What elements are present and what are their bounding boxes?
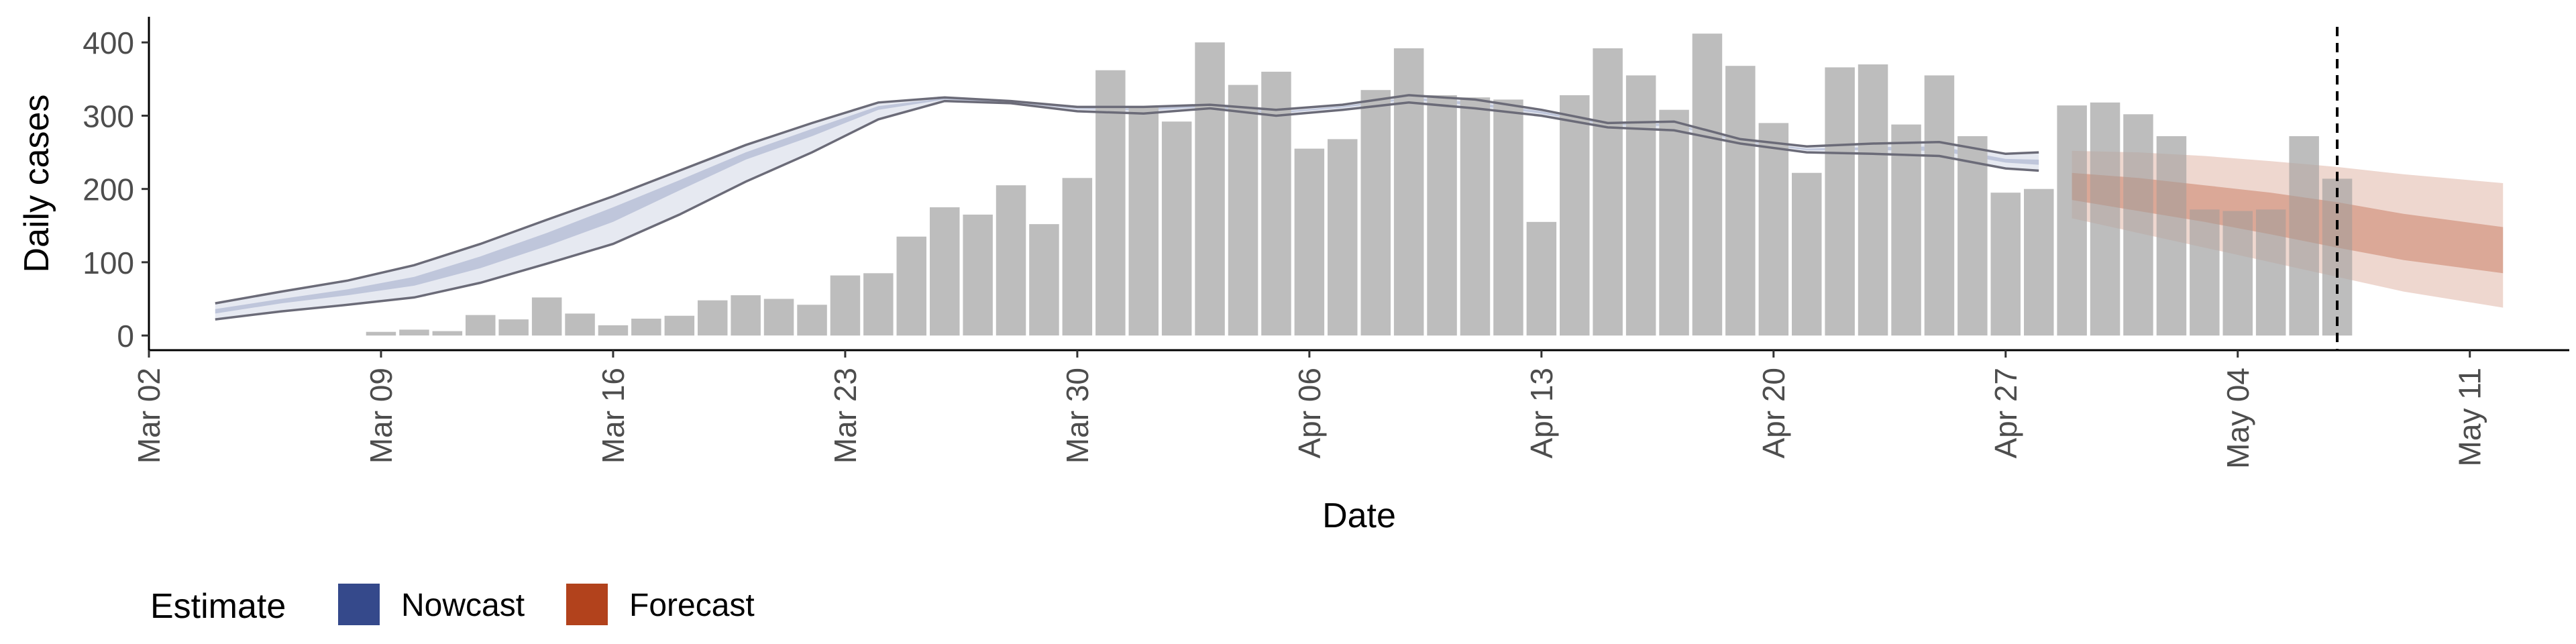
y-axis-ticks: 0 100 200 300 400 <box>83 25 149 354</box>
y-tick-label: 200 <box>83 172 134 207</box>
legend-title: Estimate <box>150 587 286 626</box>
bar-2020-04-11 <box>1460 97 1491 336</box>
y-tick-label: 100 <box>83 246 134 280</box>
bar-2020-04-16 <box>1625 75 1656 336</box>
x-tick-label: Mar 23 <box>828 368 863 464</box>
bar-2020-04-26 <box>1957 136 1988 336</box>
bar-2020-03-25 <box>896 236 926 336</box>
forecast-band-90-overlay <box>2072 150 2504 308</box>
bar-2020-04-28 <box>2024 189 2054 336</box>
bar-2020-03-21 <box>763 299 794 336</box>
nowcast-upper-line <box>215 94 2039 305</box>
bar-2020-04-22 <box>1825 67 1855 336</box>
bar-2020-03-10 <box>399 329 429 336</box>
legend-swatch-forecast <box>566 584 608 625</box>
bar-2020-03-31 <box>1095 70 1126 336</box>
bar-2020-03-24 <box>863 273 894 336</box>
legend-swatch-nowcast <box>338 584 380 625</box>
bar-2020-04-02 <box>1161 121 1192 336</box>
x-tick-label: Mar 30 <box>1060 368 1095 464</box>
bar-2020-04-20 <box>1758 123 1789 336</box>
bar-2020-03-20 <box>731 295 761 336</box>
bar-2020-03-18 <box>664 315 695 336</box>
bar-2020-04-14 <box>1560 95 1590 336</box>
x-tick-label: Mar 02 <box>131 368 166 464</box>
bar-2020-04-07 <box>1328 139 1358 336</box>
x-tick-label: Apr 13 <box>1524 368 1559 459</box>
bar-2020-05-01 <box>2123 114 2153 336</box>
nowcast-band-90 <box>215 95 2039 320</box>
bar-2020-03-12 <box>466 315 496 336</box>
bar-2020-03-15 <box>565 313 595 336</box>
x-tick-label: May 11 <box>2453 368 2487 466</box>
bar-2020-03-14 <box>531 297 562 336</box>
bar-2020-04-18 <box>1692 34 1723 336</box>
x-tick-label: Mar 16 <box>596 368 631 464</box>
bar-2020-04-09 <box>1393 48 1424 336</box>
bar-2020-05-05 <box>2255 209 2286 336</box>
bar-2020-03-11 <box>432 331 463 336</box>
legend: Estimate Nowcast Forecast <box>150 584 755 626</box>
bar-2020-03-23 <box>830 275 861 336</box>
bar-2020-04-05 <box>1261 71 1291 336</box>
bar-2020-04-01 <box>1128 107 1159 336</box>
bar-2020-04-23 <box>1858 64 1888 336</box>
bar-2020-04-03 <box>1195 42 1225 336</box>
y-tick-label: 0 <box>117 319 134 354</box>
x-axis-title: Date <box>1322 496 1396 535</box>
bar-2020-04-04 <box>1228 85 1258 336</box>
bar-2020-04-13 <box>1526 221 1557 336</box>
bar-2020-04-19 <box>1725 66 1756 336</box>
bar-2020-05-02 <box>2156 136 2187 336</box>
bar-2020-03-17 <box>631 319 661 336</box>
bar-2020-04-17 <box>1659 109 1689 336</box>
bar-2020-04-06 <box>1294 148 1325 336</box>
estimate-outlines <box>215 94 2039 321</box>
bar-2020-04-29 <box>2057 105 2087 336</box>
y-tick-label: 400 <box>83 25 134 60</box>
bar-2020-04-25 <box>1924 75 1955 336</box>
legend-label-forecast: Forecast <box>629 588 755 623</box>
bar-2020-04-08 <box>1360 90 1391 336</box>
bar-2020-05-04 <box>2222 211 2253 336</box>
x-tick-label: Mar 09 <box>364 368 398 464</box>
x-tick-label: May 04 <box>2220 368 2255 469</box>
bar-2020-04-24 <box>1891 124 1921 336</box>
bar-2020-03-09 <box>366 331 396 336</box>
y-tick-label: 300 <box>83 99 134 133</box>
bar-2020-05-06 <box>2289 136 2319 336</box>
bar-2020-03-30 <box>1062 178 1093 336</box>
bar-2020-04-10 <box>1427 95 1457 336</box>
nowcast-lower-line <box>215 99 2039 321</box>
bar-2020-04-21 <box>1792 172 1822 336</box>
x-tick-label: Apr 06 <box>1292 368 1327 459</box>
x-tick-label: Apr 20 <box>1756 368 1791 459</box>
forecast-band-50-overlay <box>2072 172 2504 274</box>
bar-2020-04-27 <box>1990 193 2021 336</box>
bar-2020-03-22 <box>797 305 827 336</box>
x-tick-label: Apr 27 <box>1988 368 2023 459</box>
bar-2020-03-29 <box>1029 224 1059 336</box>
x-axis-ticks: Mar 02 Mar 09 Mar 16 Mar 23 Mar 30 Apr 06 Apr … <box>131 350 2487 469</box>
bar-2020-03-26 <box>930 207 960 336</box>
bar-2020-04-12 <box>1493 99 1523 336</box>
bar-2020-03-19 <box>698 300 728 336</box>
legend-label-nowcast: Nowcast <box>401 588 525 623</box>
bar-2020-04-15 <box>1593 48 1623 336</box>
bar-2020-03-16 <box>598 325 629 336</box>
bar-2020-03-13 <box>498 319 529 336</box>
bar-2020-04-30 <box>2090 102 2121 336</box>
bar-2020-03-27 <box>963 214 993 336</box>
bar-2020-05-03 <box>2190 209 2220 336</box>
bar-2020-03-28 <box>996 185 1026 336</box>
y-axis-title: Daily cases <box>17 95 56 273</box>
